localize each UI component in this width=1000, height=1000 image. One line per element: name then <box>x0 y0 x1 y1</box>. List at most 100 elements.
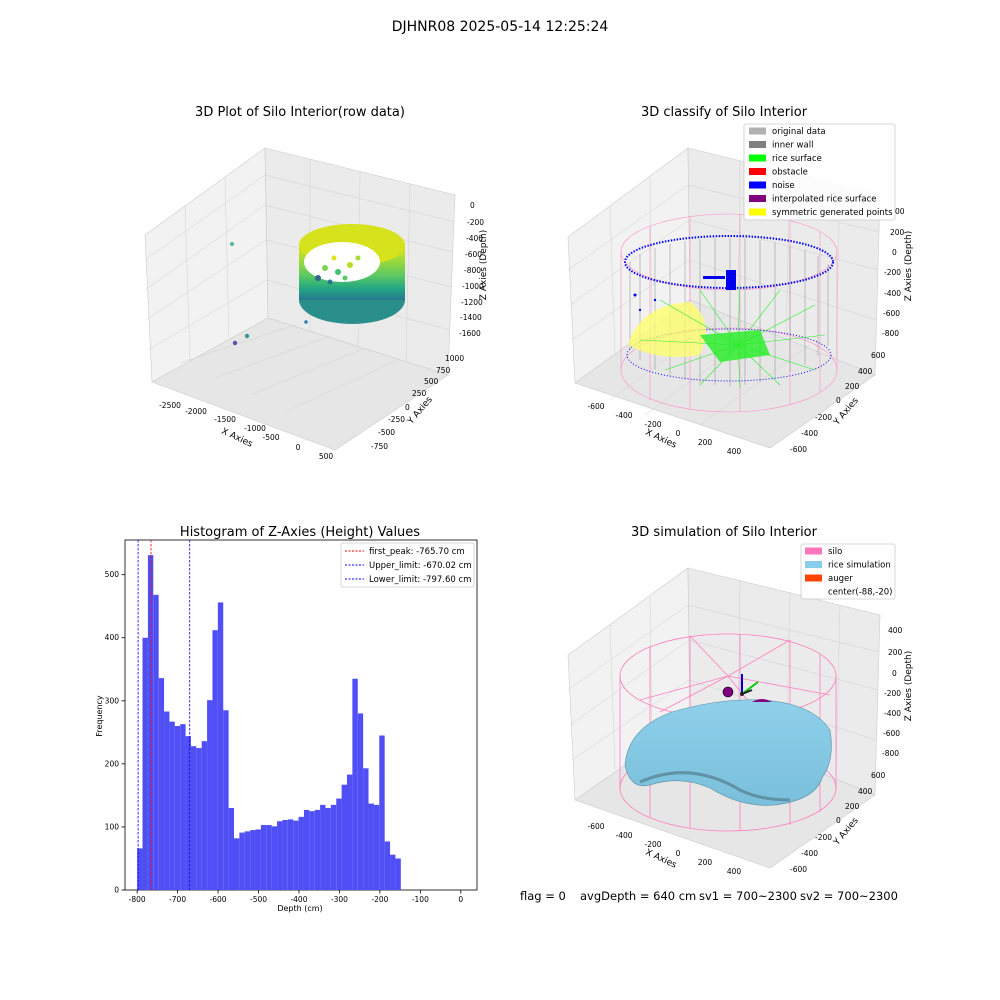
panel-simulation-title: 3D simulation of Silo Interior <box>631 525 818 540</box>
panel-simulation-3d: 3D simulation of Silo Interior <box>567 525 914 876</box>
z-tick-label: -600 <box>465 250 482 259</box>
histogram-bar <box>196 748 202 890</box>
y-tick-label: -200 <box>815 833 832 842</box>
x-tick-label: 200 <box>698 438 713 447</box>
legend-swatch <box>749 154 766 162</box>
histogram-bar <box>212 630 218 890</box>
y-tick-label: -600 <box>790 865 807 874</box>
z-tick-label: -600 <box>883 729 900 738</box>
sv1-text: sv1 = 700~2300 <box>699 889 797 903</box>
noise-cluster <box>633 270 736 312</box>
x-tick-label: -800 <box>129 895 146 904</box>
legend-entry: original data <box>749 127 826 137</box>
z-axis-ticks: 400 200 0 -200 -400 -600 -800 <box>882 626 903 758</box>
x-tick-label: -400 <box>615 831 632 840</box>
simulation-legend: silo rice simulation auger center(-88,-2… <box>800 543 896 600</box>
noise-ring-lower <box>626 328 832 382</box>
z-tick-label: 0 <box>470 201 475 210</box>
legend-entry: rice simulation <box>805 561 891 571</box>
histogram-bar <box>255 829 261 890</box>
histogram-bar <box>169 721 175 890</box>
histogram-bar <box>357 713 364 890</box>
y-tick-label: 200 <box>845 802 860 811</box>
legend-swatch <box>749 208 766 216</box>
histogram-bar <box>282 820 288 890</box>
status-footer: flag = 0 avgDepth = 640 cm sv1 = 700~230… <box>520 889 898 903</box>
histogram-bar <box>347 774 353 890</box>
histogram-bar <box>233 838 240 890</box>
x-tick-label: -2500 <box>159 401 181 410</box>
legend-swatch <box>805 561 822 568</box>
raw-inner-points <box>315 255 361 285</box>
histogram-bar <box>228 808 234 890</box>
flag-text: flag = 0 <box>520 889 566 903</box>
y-tick-label: 1000 <box>445 354 464 363</box>
y-tick-label: -200 <box>815 413 832 422</box>
z-axis-ticks: 0 -200 -400 -600 -800 -1000 -1200 -1400 … <box>459 201 484 338</box>
silo-wireframe <box>619 633 837 832</box>
raw-outliers <box>230 242 308 346</box>
legend-entry: auger <box>805 574 853 584</box>
z-axis-label: Z Axies (Depth) <box>479 230 489 301</box>
z-axis-label: Z Axies (Depth) <box>904 231 914 302</box>
y-tick-label: -600 <box>790 445 807 454</box>
legend-label: original data <box>772 127 826 137</box>
z-tick-label: -1600 <box>459 329 481 338</box>
legend-swatch <box>749 181 766 189</box>
histogram-bar <box>277 821 283 890</box>
z-tick-label: 400 <box>888 626 903 635</box>
histogram-bar <box>298 816 304 890</box>
histogram-bar <box>201 741 208 890</box>
histogram-title: Histogram of Z-Axies (Height) Values <box>180 525 420 540</box>
histogram-bar <box>336 798 342 890</box>
histogram-bar <box>180 724 186 890</box>
y-tick-label: 600 <box>871 771 886 780</box>
histogram-bar <box>271 826 278 890</box>
z-tick-label: -1400 <box>460 313 482 322</box>
rice-peak-marker <box>752 699 772 702</box>
x-axis-ticks: -2500 -2000 -1500 -1000 -500 0 500 <box>159 401 333 461</box>
x-axis-ticks: -600 -400 -200 0 200 400 <box>587 822 741 876</box>
y-tick-label: 0 <box>114 886 119 895</box>
z-tick-label: -200 <box>884 689 901 698</box>
y-tick-label: -250 <box>388 415 405 424</box>
histogram-bar <box>341 784 348 890</box>
pane-floor <box>151 317 449 451</box>
histogram-bar <box>158 678 165 890</box>
legend-label: rice surface <box>772 154 822 164</box>
y-tick-label: -750 <box>371 442 388 451</box>
x-tick-label: 0 <box>676 429 681 438</box>
x-axis-label: X Axies <box>644 428 679 451</box>
x-tick-label: -100 <box>412 895 429 904</box>
z-tick-label: -200 <box>467 218 484 227</box>
x-tick-label: -600 <box>587 822 604 831</box>
legend-entry: Upper_limit: -670.02 cm <box>345 561 472 571</box>
legend-entry: interpolated rice surface <box>749 195 877 205</box>
x-tick-label: -700 <box>169 895 186 904</box>
x-axis-ticks: -600 -400 -200 0 200 400 <box>587 402 741 456</box>
legend-entry: rice surface <box>749 154 822 164</box>
histogram-bar <box>373 804 380 890</box>
x-axis: -800 -700 -600 -500 -400 -300 -200 -100 0 <box>129 890 463 904</box>
histogram-bar <box>325 808 331 890</box>
x-tick-label: 500 <box>319 452 334 461</box>
legend-frame <box>743 123 896 221</box>
z-axis-ticks: 200 0 -200 -400 -600 -800 <box>882 228 905 338</box>
legend-entry: Lower_limit: -797.60 cm <box>345 575 471 585</box>
legend-entry: inner wall <box>749 141 813 151</box>
histogram-bar <box>379 735 385 890</box>
x-tick-label: -400 <box>290 895 307 904</box>
legend-swatch <box>749 168 766 175</box>
z-tick-label: -1200 <box>461 298 483 307</box>
rice-center-patch <box>700 330 770 362</box>
histogram-bar <box>147 555 154 890</box>
auger-marker <box>722 686 734 698</box>
z-tick-label: -200 <box>884 268 901 277</box>
histogram-bar <box>368 803 374 890</box>
legend-entry: silo <box>805 547 842 557</box>
histogram-bar <box>142 637 148 890</box>
z-tick-label: -800 <box>882 329 899 338</box>
axis-marker-icon <box>740 674 759 696</box>
panel-raw-3d: 3D Plot of Silo Interior(row data) <box>144 105 489 461</box>
histogram-bar <box>395 858 401 890</box>
